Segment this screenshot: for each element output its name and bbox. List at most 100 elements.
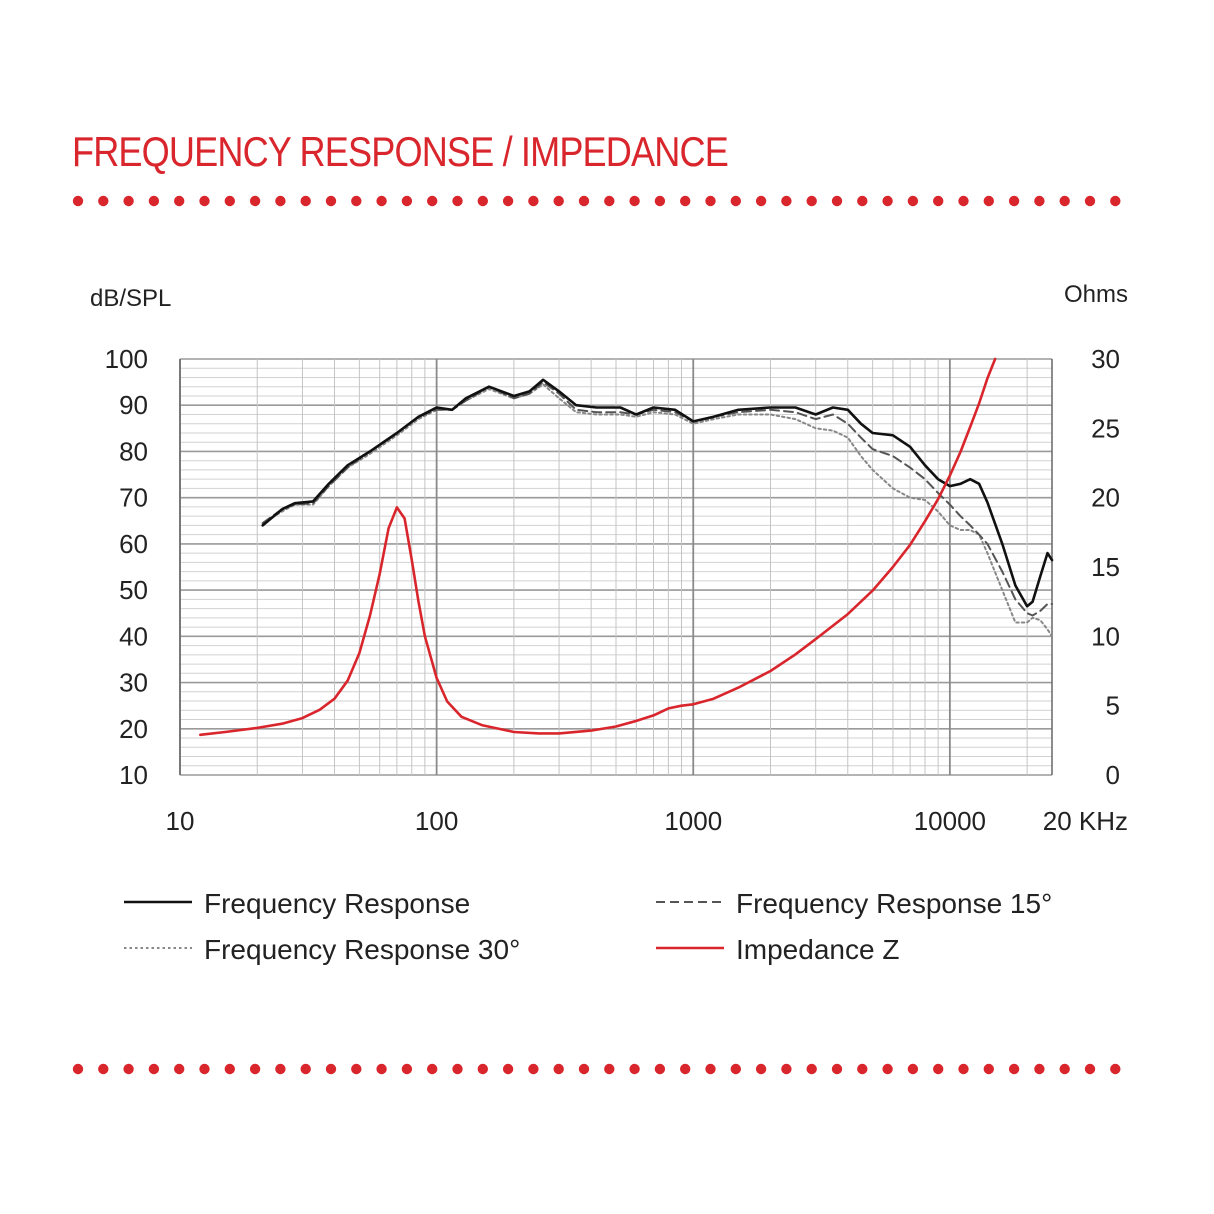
divider-dot (654, 195, 666, 207)
divider-dot (604, 195, 615, 207)
series-layer (199, 357, 1054, 737)
divider-dot (199, 1063, 210, 1075)
divider-dot (1034, 195, 1045, 207)
legend-label: Frequency Response 15° (736, 888, 1052, 919)
divider-dot (755, 195, 767, 207)
divider-dot (249, 1063, 261, 1075)
divider-dot (275, 195, 286, 207)
divider-dot (907, 1063, 919, 1075)
divider-dot (882, 1063, 893, 1075)
divider-dot (528, 1063, 539, 1075)
divider-dot (831, 1063, 843, 1075)
x-tick-label: 100 (415, 806, 458, 836)
legend-label: Frequency Response 30° (204, 934, 520, 965)
divider-dot (249, 195, 261, 207)
divider-dot (401, 1063, 413, 1075)
x-axis-ticks: 10 100 1000 10000 20 KHz (166, 806, 1128, 836)
chart-grid (179, 358, 1053, 776)
divider-dot (199, 195, 210, 207)
series-line-impedance-z (199, 357, 997, 737)
divider-dot (983, 195, 994, 207)
x-tick-label: 20 KHz (1043, 806, 1128, 836)
divider-dot (882, 195, 893, 207)
y-tick-label-right: 5 (1106, 691, 1120, 721)
y-tick-label-left: 90 (119, 390, 148, 420)
divider-dot (1084, 1063, 1096, 1075)
divider-dot (958, 195, 969, 207)
divider-dot (629, 1063, 640, 1075)
divider-dot (680, 195, 691, 207)
y-tick-label-right: 25 (1091, 413, 1120, 443)
divider-dot (174, 1063, 185, 1075)
y-tick-label-left: 50 (119, 575, 148, 605)
divider-dot (857, 1063, 868, 1075)
chart-legend: Frequency Response Frequency Response 15°… (124, 888, 1052, 965)
y-tick-label-left: 60 (119, 529, 148, 559)
divider-dot (1008, 195, 1020, 207)
x-tick-label: 1000 (664, 806, 722, 836)
divider-dot (933, 1063, 944, 1075)
divider-dot (502, 1063, 514, 1075)
divider-dot (452, 1063, 463, 1075)
divider-dot (325, 195, 337, 207)
divider-dot (983, 1063, 994, 1075)
divider-dot (578, 1063, 590, 1075)
series-line-frequency-response-30 (261, 383, 1053, 638)
chart-title: FREQUENCY RESPONSE / IMPEDANCE (72, 128, 729, 175)
x-tick-label: 10000 (914, 806, 986, 836)
divider-dot (376, 195, 387, 207)
divider-dot (376, 1063, 387, 1075)
y-tick-label-right: 20 (1091, 483, 1120, 513)
divider-dot (907, 195, 919, 207)
divider-dot (427, 1063, 438, 1075)
y-axis-left-ticks: 100 90 80 70 60 50 40 30 20 10 (105, 344, 148, 790)
dotted-divider-bottom (72, 1063, 1121, 1075)
divider-dot (1110, 195, 1121, 207)
divider-dot (781, 195, 792, 207)
divider-dot (553, 195, 564, 207)
divider-dot (806, 195, 817, 207)
divider-dot (351, 195, 362, 207)
divider-dot (72, 195, 84, 207)
divider-dot (98, 1063, 109, 1075)
divider-dot (224, 195, 235, 207)
divider-dot (730, 195, 741, 207)
y-tick-label-left: 100 (105, 344, 148, 374)
divider-dot (1084, 195, 1096, 207)
divider-dot (755, 1063, 767, 1075)
divider-dot (502, 195, 514, 207)
divider-dot (831, 195, 843, 207)
divider-dot (933, 195, 944, 207)
divider-dot (528, 195, 539, 207)
y-tick-label-left: 20 (119, 714, 148, 744)
divider-dot (427, 195, 438, 207)
divider-dot (1059, 1063, 1070, 1075)
y-tick-label-left: 70 (119, 483, 148, 513)
divider-dot (781, 1063, 792, 1075)
divider-dot (578, 195, 590, 207)
y-tick-label-left: 10 (119, 760, 148, 790)
divider-dot (477, 195, 488, 207)
divider-dot (224, 1063, 235, 1075)
y-tick-label-left: 30 (119, 668, 148, 698)
divider-dot (1008, 1063, 1020, 1075)
y-tick-label-left: 80 (119, 436, 148, 466)
divider-dot (705, 1063, 716, 1075)
divider-dot (680, 1063, 691, 1075)
divider-dot (148, 1063, 160, 1075)
divider-dot (857, 195, 868, 207)
divider-dot (148, 195, 160, 207)
divider-dot (174, 195, 185, 207)
divider-dot (477, 1063, 488, 1075)
divider-dot (553, 1063, 564, 1075)
y-axis-right-ticks: 30 25 20 15 10 5 0 (1091, 344, 1120, 790)
divider-dot (123, 1063, 134, 1075)
divider-dot (1059, 195, 1070, 207)
divider-dot (325, 1063, 337, 1075)
divider-dot (654, 1063, 666, 1075)
legend-label: Frequency Response (204, 888, 470, 919)
divider-dot (629, 195, 640, 207)
divider-dot (958, 1063, 969, 1075)
divider-dot (1034, 1063, 1045, 1075)
